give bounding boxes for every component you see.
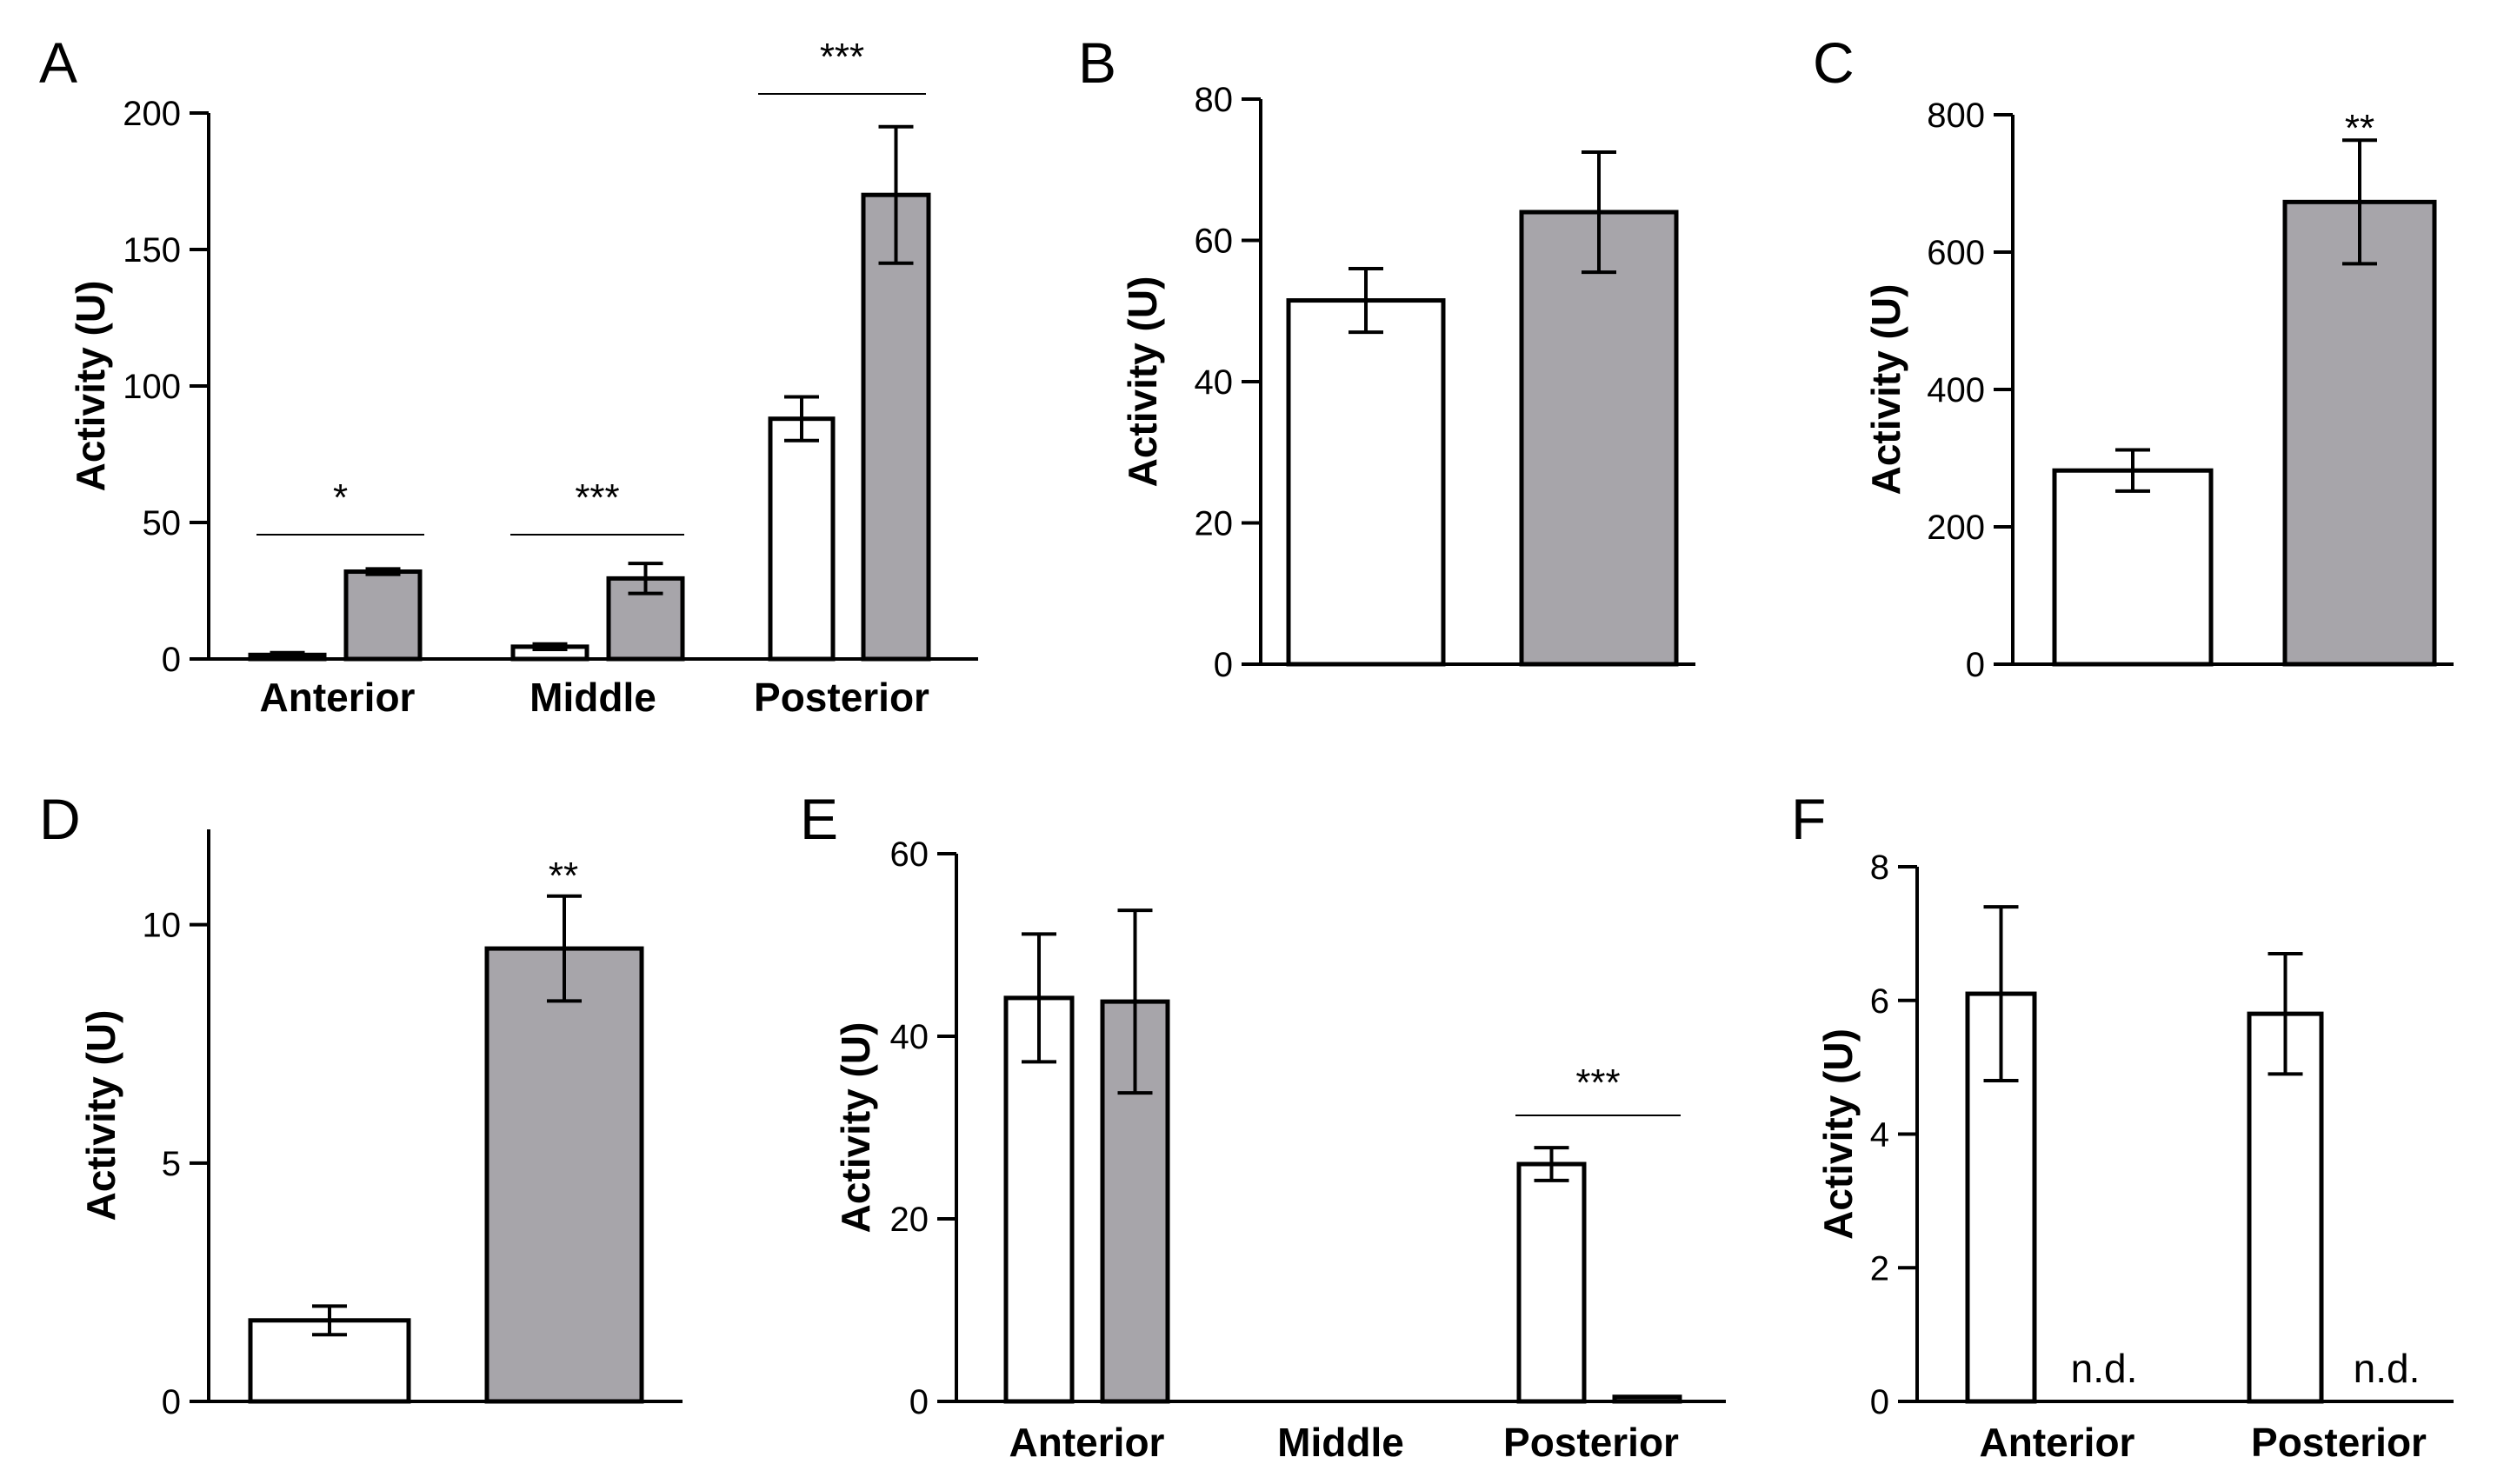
error-bar — [878, 124, 914, 265]
not-detected-label: n.d. — [2071, 1346, 2138, 1391]
bar-white-posterior — [1516, 1161, 1587, 1404]
significance-marker: * — [333, 476, 348, 519]
y-tick-label: 0 — [1870, 1383, 1889, 1421]
error-bar — [1117, 908, 1153, 1095]
category-label: Middle — [529, 675, 656, 720]
y-axis-label: Activity (U) — [78, 1010, 123, 1221]
panel-d: D 0 5 10 Activity (U) ** — [39, 787, 683, 1421]
error-bar — [312, 1304, 347, 1337]
bar-gray-anterior — [1100, 999, 1170, 1404]
panel-label: F — [1791, 787, 1826, 851]
y-axis-label: Activity (U) — [833, 1022, 878, 1234]
y-tick-label: 80 — [1195, 81, 1234, 119]
error-bar — [1022, 932, 1056, 1064]
significance-marker: *** — [1575, 1061, 1620, 1104]
error-bar — [2268, 951, 2303, 1076]
bar-white — [1286, 298, 1446, 667]
error-bar — [365, 567, 401, 576]
y-tick-label: 5 — [162, 1145, 181, 1183]
y-tick-label: 200 — [1927, 509, 1985, 547]
panel-label: B — [1078, 30, 1116, 95]
y-tick-label: 2 — [1870, 1249, 1889, 1288]
panel-label: C — [1813, 30, 1855, 95]
y-axis-label: Activity (U) — [68, 281, 113, 492]
category-label: Anterior — [260, 675, 416, 720]
y-tick-label: 400 — [1927, 371, 1985, 409]
category-label: Posterior — [754, 675, 929, 720]
bar-gray — [484, 946, 644, 1404]
y-tick-label: 20 — [890, 1201, 929, 1239]
y-tick-label: 100 — [123, 368, 181, 406]
error-bar — [1534, 1146, 1569, 1182]
significance-marker: *** — [820, 36, 864, 78]
significance-marker: *** — [575, 476, 619, 519]
y-tick-label: 0 — [162, 641, 181, 679]
y-tick-label: 40 — [1195, 363, 1234, 402]
category-label: Posterior — [2251, 1420, 2427, 1465]
panel-label: E — [800, 787, 838, 851]
y-axis-label: Activity (U) — [1815, 1028, 1861, 1240]
y-tick-label: 6 — [1870, 982, 1889, 1021]
bar-gray-posterior — [1612, 1394, 1682, 1404]
significance-marker: ** — [549, 855, 578, 897]
y-tick-label: 200 — [123, 95, 181, 133]
y-tick-label: 8 — [1870, 848, 1889, 887]
error-bar — [1582, 150, 1616, 275]
panel-label: D — [39, 787, 81, 851]
category-label: Anterior — [1980, 1420, 2135, 1465]
error-bar — [547, 894, 582, 1003]
y-tick-label: 600 — [1927, 234, 1985, 272]
y-tick-label: 10 — [143, 907, 182, 945]
error-bar — [2342, 138, 2377, 266]
y-tick-label: 800 — [1927, 96, 1985, 135]
y-tick-label: 0 — [909, 1383, 929, 1421]
error-bar — [784, 395, 819, 443]
bar-gray — [1519, 210, 1679, 667]
y-tick-label: 20 — [1195, 505, 1234, 543]
bar-white-anterior — [1003, 995, 1075, 1404]
y-tick-label: 50 — [143, 504, 182, 542]
y-axis-label: Activity (U) — [1863, 284, 1908, 496]
y-axis-label: Activity (U) — [1120, 276, 1165, 488]
panel-f: F 0 2 4 6 8 Activity (U) Anterior Posterior n.d. n… — [1791, 787, 2454, 1465]
bar-gray-anterior — [343, 569, 423, 662]
panel-c: C 0 200 400 600 800 Activity (U) ** — [1813, 30, 2454, 684]
panel-a: A 0 50 100 150 200 Activity (U) Anterior Middle P… — [39, 30, 978, 720]
panel-e: E 0 20 40 60 Activity (U) Anterior Middle Poster… — [800, 787, 1726, 1465]
bar-gray — [2282, 199, 2437, 667]
not-detected-label: n.d. — [2354, 1346, 2421, 1391]
error-bar — [532, 642, 568, 652]
y-tick-label: 40 — [890, 1018, 929, 1056]
error-bar — [628, 562, 663, 596]
y-tick-label: 150 — [123, 231, 181, 270]
y-tick-label: 60 — [1195, 223, 1234, 261]
significance-marker: ** — [2345, 107, 2374, 150]
y-tick-label: 0 — [1966, 646, 1985, 684]
panel-label: A — [39, 30, 77, 95]
bar-white-posterior — [768, 416, 836, 662]
bar-white — [2052, 468, 2214, 667]
error-bar — [1349, 267, 1383, 335]
error-bar — [270, 650, 305, 659]
error-bar — [2115, 448, 2150, 493]
bar-white-posterior — [2247, 1011, 2324, 1404]
error-bar — [1983, 905, 2019, 1082]
y-tick-label: 60 — [890, 835, 929, 874]
category-label: Middle — [1277, 1420, 1404, 1465]
y-tick-label: 0 — [1214, 646, 1233, 684]
panel-b: B 0 20 40 60 80 Activity (U) — [1078, 30, 1695, 684]
y-tick-label: 4 — [1870, 1116, 1889, 1155]
category-label: Anterior — [1009, 1420, 1165, 1465]
category-label: Posterior — [1503, 1420, 1679, 1465]
y-tick-label: 0 — [162, 1383, 181, 1421]
